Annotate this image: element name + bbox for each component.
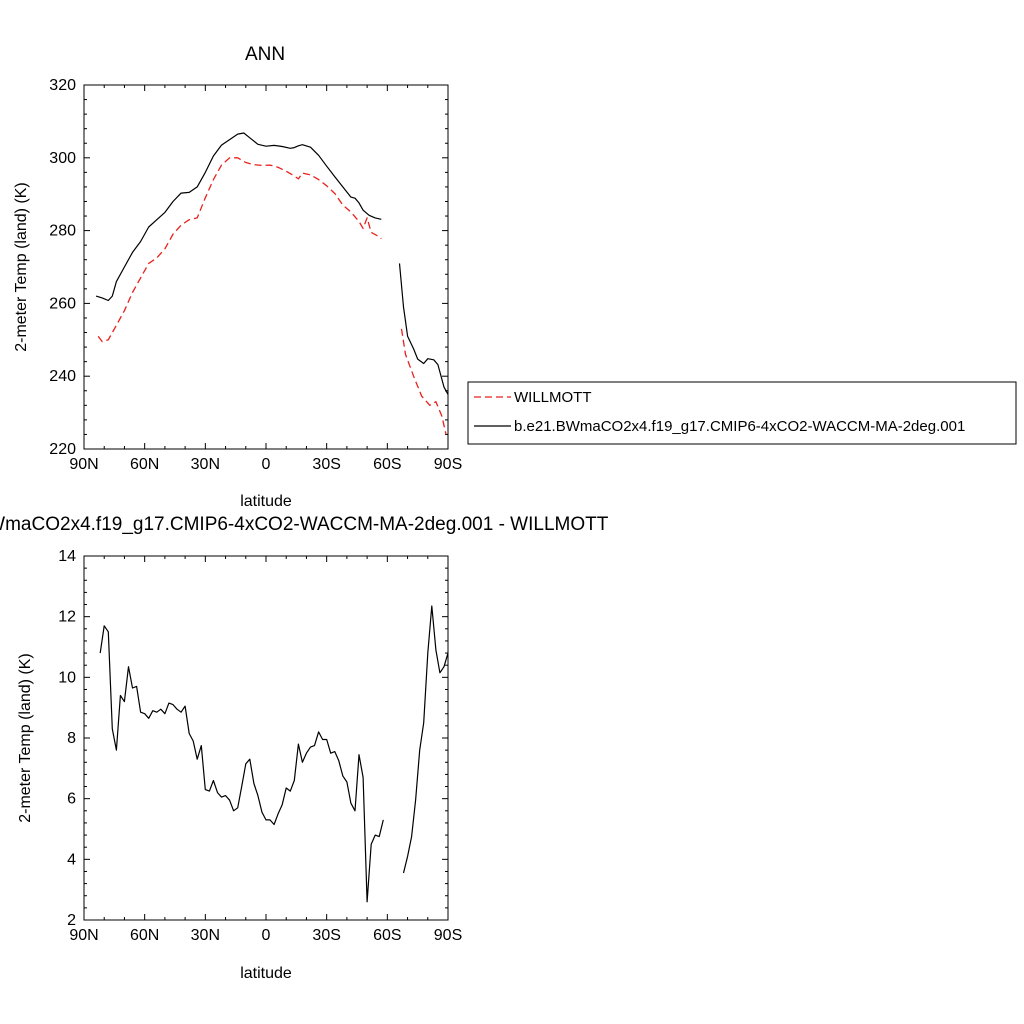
x-tick-label: 60S — [373, 927, 401, 944]
x-tick-label: 30N — [191, 456, 220, 473]
y-tick-label: 320 — [49, 77, 76, 94]
y-tick-label: 240 — [49, 368, 76, 385]
series-line-model — [95, 132, 382, 302]
y-tick-label: 12 — [58, 609, 76, 626]
y-tick-label: 14 — [58, 548, 76, 565]
x-tick-label: 90N — [69, 456, 98, 473]
x-tick-label: 60N — [130, 456, 159, 473]
series-line-model — [398, 263, 449, 395]
series-line-willmott — [97, 157, 382, 343]
x-tick-label: 90S — [434, 927, 462, 944]
x-tick-label: 30S — [312, 456, 340, 473]
axis-ticks: 90N 60N 30N 0 30S 60S 90S 2 4 6 8 10 12 14 — [58, 548, 462, 944]
series-lines — [99, 605, 449, 903]
x-tick-label: 60S — [373, 456, 401, 473]
x-tick-label: 30N — [191, 927, 220, 944]
series-line-model — [99, 625, 384, 903]
x-axis-label: latitude — [240, 965, 292, 982]
y-tick-label: 260 — [49, 295, 76, 312]
x-tick-label: 90S — [434, 456, 462, 473]
axis-ticks: 90N 60N 30N 0 30S 60S 90S 220 240 260 280 300 320 — [49, 77, 462, 473]
x-tick-label: 0 — [262, 927, 271, 944]
legend-label-willmott: WILLMOTT — [514, 389, 592, 406]
x-tick-label: 0 — [262, 456, 271, 473]
annual-temperature-panel: ANN 90N 60N 30N 0 30S 60S 90S 220 240 260 280 300 32… — [13, 44, 462, 510]
chart-title: ANN — [245, 44, 285, 65]
y-tick-label: 6 — [67, 791, 76, 808]
y-axis-label: 2-meter Temp (land) (K) — [13, 182, 30, 352]
series-lines — [95, 132, 449, 435]
y-tick-label: 10 — [58, 669, 76, 686]
y-tick-label: 8 — [67, 730, 76, 747]
y-axis-label: 2-meter Temp (land) (K) — [17, 653, 34, 823]
y-tick-label: 4 — [67, 851, 76, 868]
legend-box — [467, 381, 1017, 445]
legend-label-model: b.e21.BWmaCO2x4.f19_g17.CMIP6-4xCO2-WACC… — [514, 418, 965, 435]
legend: WILLMOTT b.e21.BWmaCO2x4.f19_g17.CMIP6-4… — [467, 381, 1017, 445]
plot-area-frame — [83, 555, 449, 921]
y-tick-label: 280 — [49, 223, 76, 240]
y-tick-label: 2 — [67, 912, 76, 929]
x-axis-label: latitude — [240, 493, 292, 510]
series-line-model — [402, 605, 449, 874]
difference-panel: b.e21.BWmaCO2x4.f19_g17.CMIP6-4xCO2-WACC… — [0, 514, 609, 982]
plot-area-frame — [83, 84, 449, 450]
x-tick-label: 60N — [130, 927, 159, 944]
x-tick-label: 30S — [312, 927, 340, 944]
y-tick-label: 220 — [49, 441, 76, 458]
series-line-willmott — [400, 328, 447, 435]
chart-title: b.e21.BWmaCO2x4.f19_g17.CMIP6-4xCO2-WACC… — [0, 514, 609, 535]
x-tick-label: 90N — [69, 927, 98, 944]
y-tick-label: 300 — [49, 150, 76, 167]
